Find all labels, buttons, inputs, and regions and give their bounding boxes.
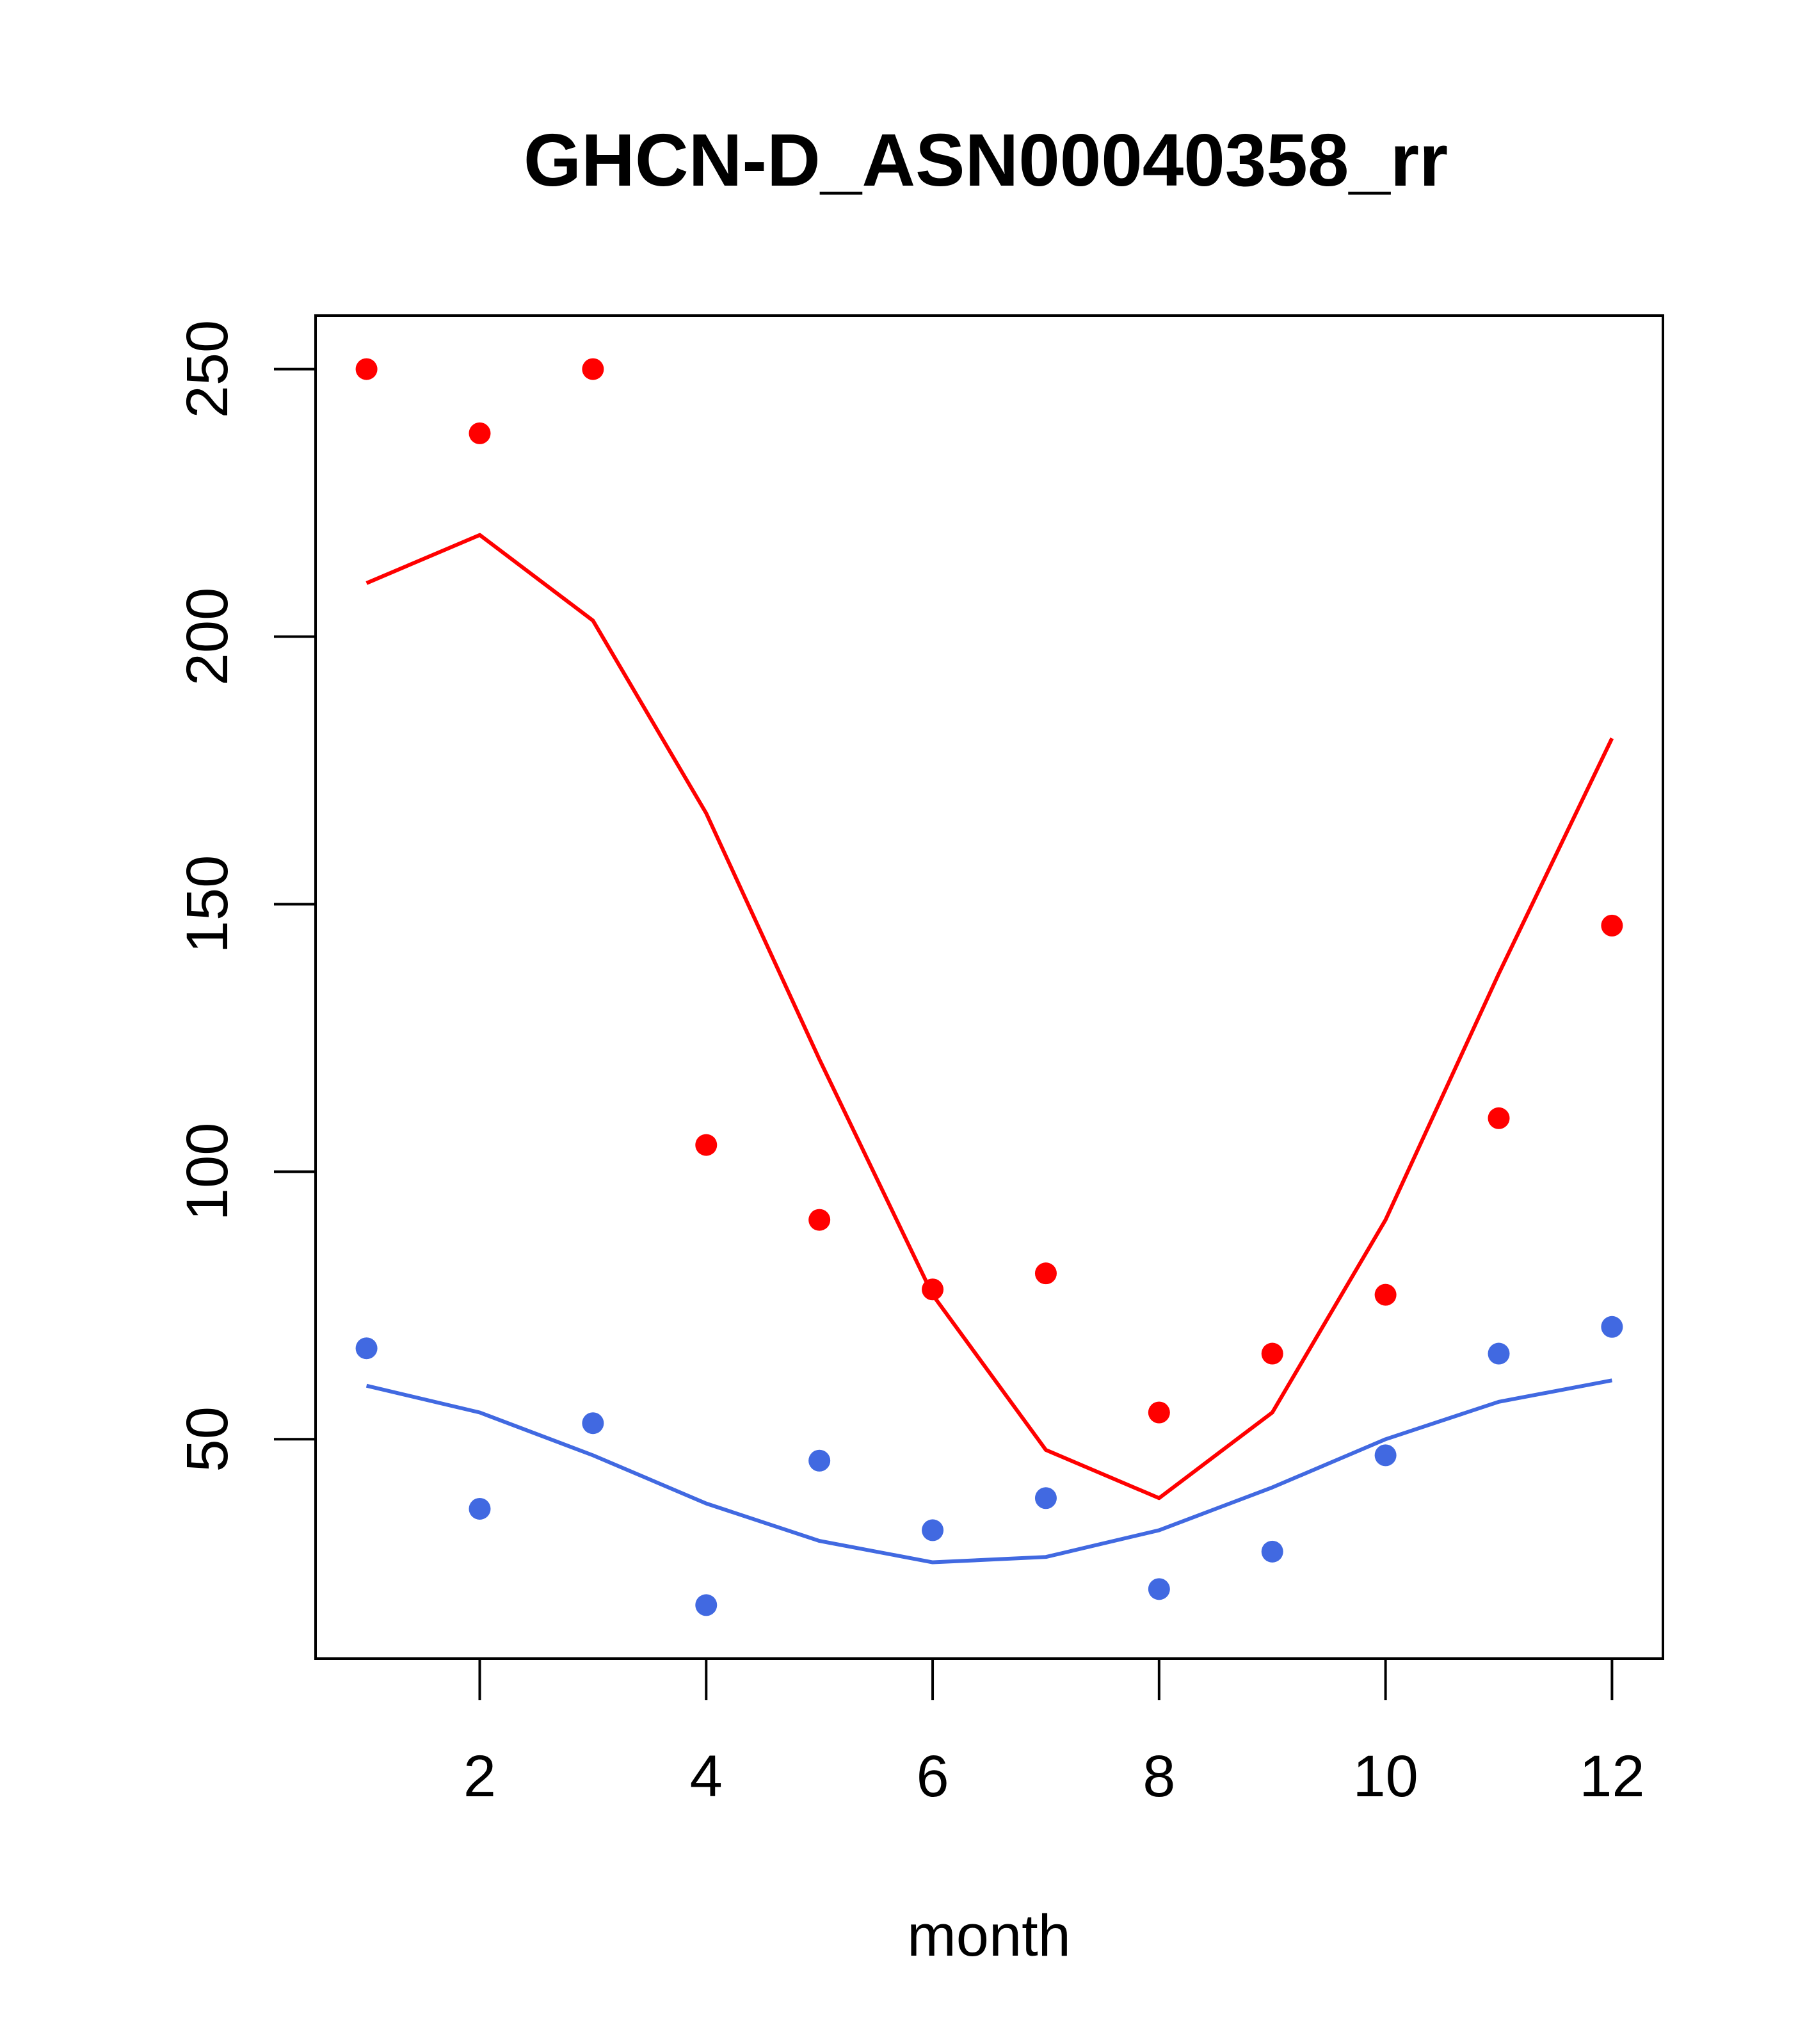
plot-frame <box>314 314 1664 1660</box>
data-point <box>1034 1262 1057 1285</box>
chart-title: GHCN-D_ASN00040358_rr <box>524 118 1448 202</box>
x-tick-label: 2 <box>463 1744 496 1809</box>
data-point <box>469 1497 491 1520</box>
data-point <box>469 422 491 444</box>
y-axis: 50 100 150 200 250 <box>175 320 317 1472</box>
data-point <box>1034 1487 1057 1509</box>
x-tick-label: 6 <box>916 1744 949 1809</box>
x-tick-label: 10 <box>1352 1744 1418 1809</box>
data-point <box>582 358 604 380</box>
series-line <box>365 1378 1612 1565</box>
data-point <box>1488 1342 1510 1365</box>
data-point <box>1148 1401 1170 1424</box>
y-tick-label: 100 <box>175 1123 240 1221</box>
data-point <box>808 1209 831 1231</box>
y-tick-label: 250 <box>175 320 240 419</box>
y-tick-label: 200 <box>175 588 240 686</box>
data-point <box>355 1337 378 1360</box>
x-tick-label: 12 <box>1579 1744 1644 1809</box>
data-point <box>582 1412 604 1435</box>
x-axis-label: month <box>907 1903 1071 1968</box>
data-point <box>1601 914 1623 937</box>
data-point <box>1148 1578 1170 1600</box>
data-point <box>1601 1316 1623 1338</box>
y-tick-label: 50 <box>175 1406 240 1472</box>
series-layer <box>355 358 1623 1616</box>
data-point <box>695 1594 718 1616</box>
data-point <box>1374 1444 1397 1467</box>
series-line <box>365 533 1614 1501</box>
x-tick-label: 4 <box>690 1744 723 1809</box>
series-2 <box>355 1316 1623 1616</box>
data-point <box>1261 1342 1283 1365</box>
data-point <box>695 1134 718 1156</box>
series-1 <box>355 358 1623 1501</box>
x-tick-label: 8 <box>1143 1744 1175 1809</box>
data-point <box>922 1519 944 1541</box>
y-tick-label: 150 <box>175 855 240 954</box>
data-point <box>808 1449 831 1472</box>
x-axis: 2 4 6 8 10 12 <box>463 1657 1645 1809</box>
data-point <box>1374 1284 1397 1306</box>
data-point <box>1261 1540 1283 1563</box>
data-point <box>922 1278 944 1301</box>
data-point <box>355 358 378 380</box>
data-point <box>1488 1107 1510 1129</box>
